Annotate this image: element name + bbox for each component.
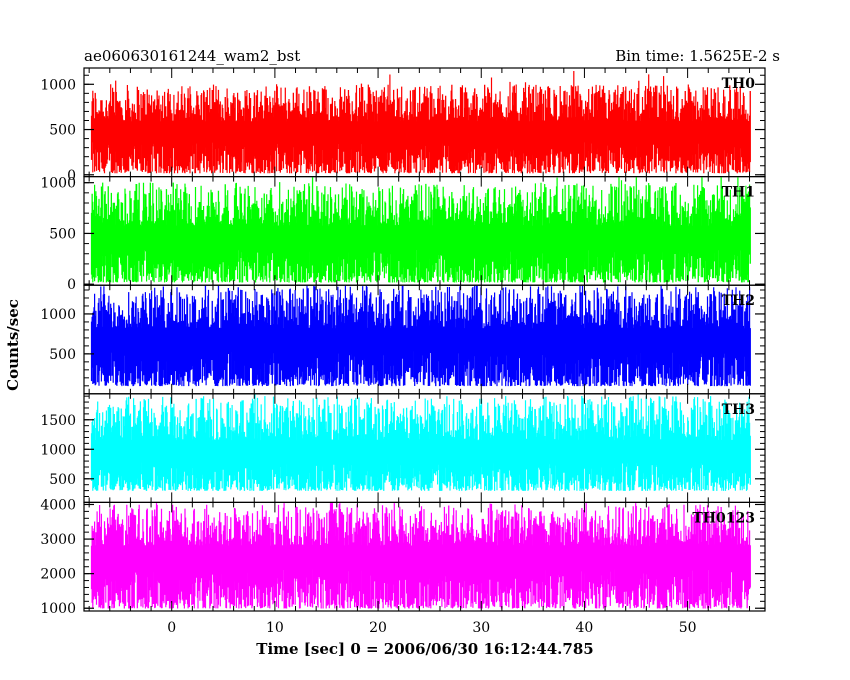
panel-label: TH2: [722, 293, 755, 309]
x-tick-label: 20: [369, 620, 387, 636]
series-th1: [90, 177, 751, 283]
panel-label: TH0: [722, 76, 756, 92]
y-tick-label: 0: [67, 168, 76, 184]
bin-time-label: Bin time: 1.5625E-2 s: [615, 47, 780, 65]
x-axis: 0 10 20 30 40 50: [167, 620, 696, 636]
panel-label: TH0123: [692, 510, 755, 526]
panel-th0: 0 500 1000 TH0: [40, 67, 766, 184]
y-tick-label: 500: [49, 123, 76, 139]
y-tick-label: 1000: [40, 176, 76, 192]
panel-th2: 500 1000 TH2: [40, 284, 766, 395]
x-axis-title: Time [sec] 0 = 2006/06/30 16:12:44.785: [256, 640, 593, 658]
y-tick-label: 1000: [40, 601, 76, 617]
y-tick-label: 1500: [40, 413, 76, 429]
series-th0: [90, 71, 751, 174]
x-tick-label: 10: [266, 620, 284, 636]
series-th2: [90, 285, 751, 387]
y-tick-label: 1000: [40, 307, 76, 323]
y-tick-label: 1000: [40, 442, 76, 458]
x-tick-label: 40: [576, 620, 594, 636]
y-tick-label: 3000: [40, 532, 76, 548]
panel-label: TH3: [722, 402, 755, 418]
y-tick-label: 0: [67, 277, 76, 293]
panel-th0123: 1000 2000 3000 4000 TH0123: [40, 497, 766, 617]
chart-title: ae060630161244_wam2_bst: [84, 47, 300, 65]
y-tick-label: 2000: [40, 567, 76, 583]
y-tick-label: 500: [49, 347, 76, 363]
y-tick-label: 4000: [40, 497, 76, 513]
panel-frame: [83, 501, 766, 612]
x-tick-label: 50: [679, 620, 697, 636]
series-th3: [90, 394, 751, 491]
x-tick-label: 0: [167, 620, 176, 636]
series-th0123: [90, 503, 751, 609]
y-tick-label: 1000: [40, 77, 76, 93]
x-tick-label: 30: [472, 620, 490, 636]
panel-label: TH1: [722, 185, 755, 201]
panel-th3: 500 1000 1500 TH3: [40, 393, 766, 503]
panel-th1: 0 500 1000 TH1: [40, 176, 766, 293]
y-axis-title: Counts/sec: [4, 299, 22, 391]
y-tick-label: 500: [49, 226, 76, 242]
y-tick-label: 500: [49, 472, 76, 488]
